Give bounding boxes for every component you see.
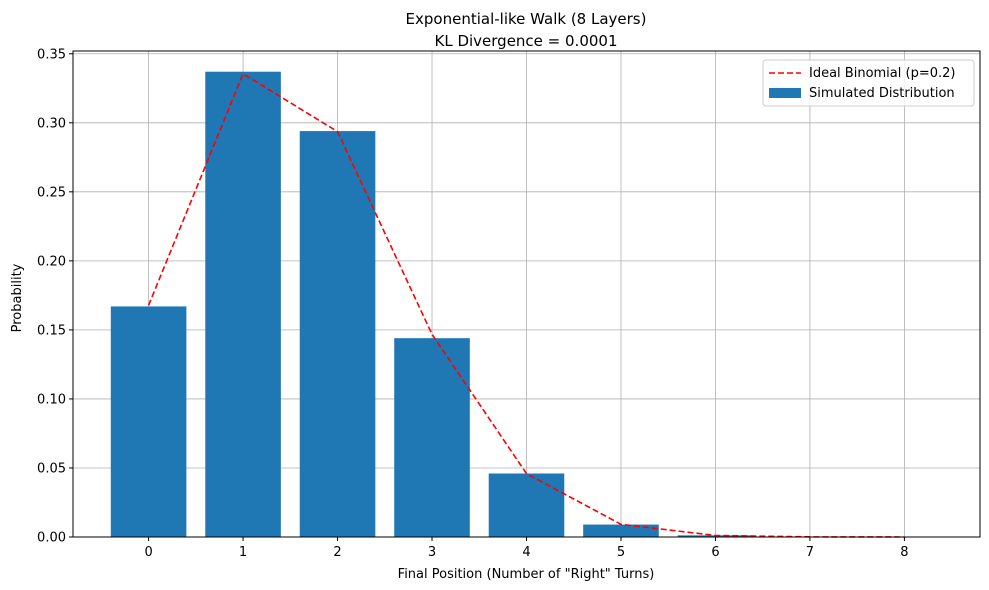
x-tick-label-0: 0 xyxy=(144,545,152,560)
y-tick-label-4: 0.20 xyxy=(37,254,66,269)
x-axis-label: Final Position (Number of "Right" Turns) xyxy=(398,567,655,582)
bars xyxy=(110,71,848,538)
y-tick-label-2: 0.10 xyxy=(37,392,66,407)
legend: Ideal Binomial (p=0.2) Simulated Distrib… xyxy=(762,59,975,107)
x-tick-label-6: 6 xyxy=(711,545,719,560)
bar-5 xyxy=(583,524,659,537)
binomial-line-group xyxy=(147,72,905,538)
x-tick-label-7: 7 xyxy=(806,545,814,560)
x-tick-label-5: 5 xyxy=(617,545,625,560)
legend-line-label: Ideal Binomial (p=0.2) xyxy=(809,66,955,81)
bar-1 xyxy=(205,71,281,537)
x-ticks: 0 1 2 3 4 5 6 7 8 xyxy=(144,537,909,560)
bar-2 xyxy=(299,131,376,538)
bar-0 xyxy=(110,306,187,537)
y-tick-label-3: 0.15 xyxy=(37,323,66,338)
legend-box xyxy=(762,59,975,107)
y-axis-label: Probability xyxy=(10,263,25,332)
x-tick-label-8: 8 xyxy=(900,545,908,560)
x-tick-label-2: 2 xyxy=(333,545,341,560)
x-tick-label-4: 4 xyxy=(522,545,530,560)
bar-4 xyxy=(488,473,565,537)
bar-3 xyxy=(394,338,470,537)
y-tick-label-6: 0.30 xyxy=(37,116,66,131)
legend-bar-label: Simulated Distribution xyxy=(809,86,955,101)
y-ticks: 0.00 0.05 0.10 0.15 0.20 0.25 0.30 0.35 xyxy=(37,47,73,546)
y-tick-label-0: 0.00 xyxy=(37,531,66,546)
legend-bar-swatch xyxy=(769,88,801,98)
binomial-line xyxy=(147,72,905,538)
chart-subtitle: KL Divergence = 0.0001 xyxy=(434,32,617,50)
x-tick-label-1: 1 xyxy=(239,545,247,560)
y-tick-label-7: 0.35 xyxy=(37,47,66,62)
x-tick-label-3: 3 xyxy=(428,545,436,560)
chart-title: Exponential-like Walk (8 Layers) xyxy=(406,10,647,28)
y-tick-label-1: 0.05 xyxy=(37,461,66,476)
y-tick-label-5: 0.25 xyxy=(37,185,66,200)
